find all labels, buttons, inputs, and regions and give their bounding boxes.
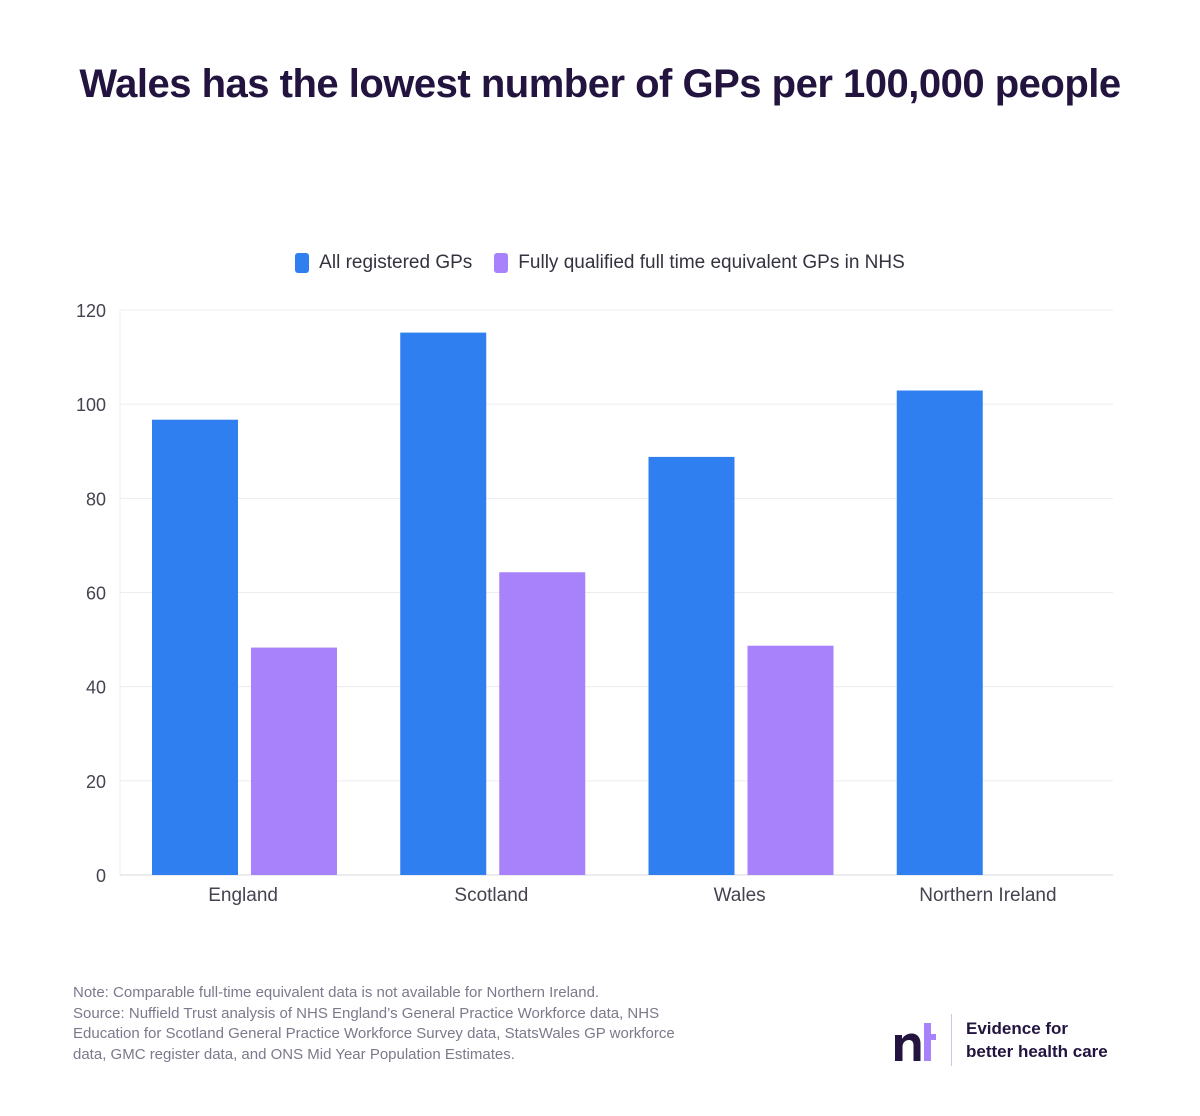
tagline-line: better health care (966, 1042, 1108, 1061)
bar-all-registered-northern-ireland (896, 390, 983, 875)
note-line: Note: Comparable full-time equivalent da… (73, 984, 600, 1001)
brand-divider (951, 1014, 952, 1066)
x-tick-label: England (208, 885, 278, 906)
y-tick-label: 80 (86, 489, 106, 509)
y-tick-label: 0 (96, 866, 106, 886)
bar-all-registered-scotland (400, 332, 487, 876)
bar-chart: 0 20 40 60 80 100 120 England Scotland Wales North… (76, 301, 1113, 906)
nt-logo-icon (895, 1023, 936, 1061)
brand-tagline: Evidence for better health care (966, 1017, 1108, 1063)
source-line: Education for Scotland General Practice … (73, 1025, 675, 1042)
y-tick-label: 40 (86, 678, 106, 698)
y-tick-label: 100 (76, 395, 106, 415)
source-line: Source: Nuffield Trust analysis of NHS E… (73, 1004, 660, 1022)
chart-title: Wales has the lowest number of GPs per 1… (79, 62, 1121, 106)
x-tick-label: Scotland (454, 885, 528, 906)
legend-item-fte: Fully qualified full time equivalent GPs… (494, 252, 905, 274)
y-tick-label: 60 (86, 584, 106, 604)
legend-swatch-purple (494, 253, 509, 273)
bar-fte-england (251, 647, 337, 875)
legend-label: Fully qualified full time equivalent GPs… (518, 252, 905, 273)
x-tick-label: Northern Ireland (919, 885, 1056, 906)
y-tick-label: 120 (76, 301, 106, 321)
footer-notes: Note: Comparable full-time equivalent da… (73, 983, 753, 1065)
legend-label: All registered GPs (319, 252, 473, 273)
bar-fte-wales (747, 645, 834, 875)
y-tick-label: 20 (86, 772, 106, 792)
bar-all-registered-england (152, 419, 238, 875)
source-line: data, GMC register data, and ONS Mid Yea… (73, 1045, 515, 1063)
tagline-line: Evidence for (966, 1019, 1069, 1038)
brand-block: Evidence for better health care (893, 1014, 1108, 1066)
chart-legend: All registered GPs Fully qualified full … (0, 252, 1200, 274)
legend-swatch-blue (295, 253, 310, 273)
bar-all-registered-wales (648, 456, 735, 875)
bar-fte-scotland (499, 572, 586, 875)
legend-item-all-registered: All registered GPs (295, 252, 472, 274)
x-tick-label: Wales (714, 885, 766, 906)
